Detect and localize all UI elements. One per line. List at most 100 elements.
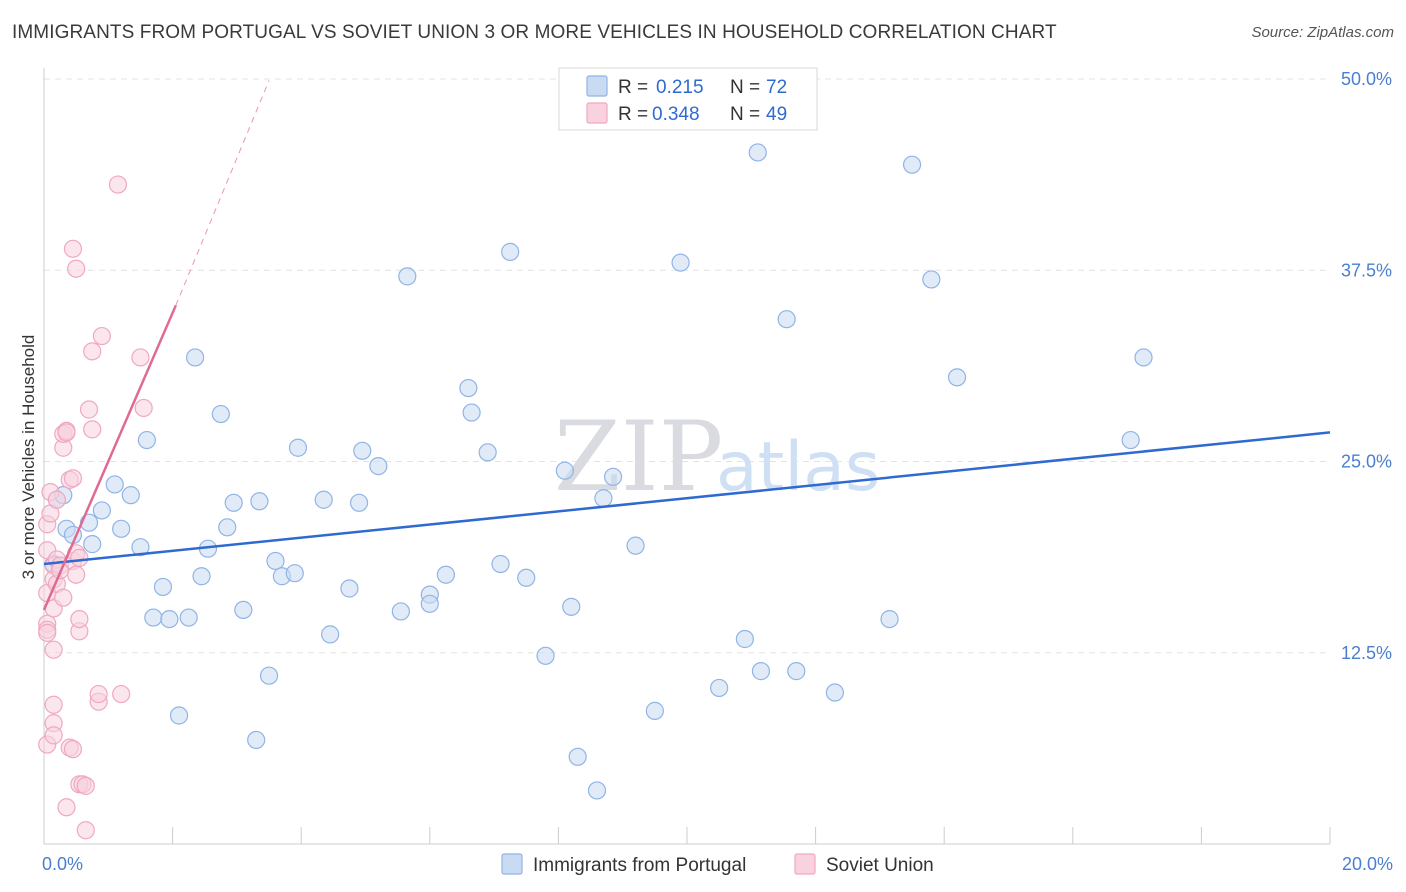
point-portugal (112, 519, 131, 538)
point-soviet (44, 640, 63, 659)
point-portugal (735, 629, 754, 649)
bottom-legend: Immigrants from Portugal Soviet Union (501, 853, 934, 876)
point-soviet (83, 420, 102, 439)
point-soviet (63, 740, 83, 759)
point-portugal (321, 625, 340, 644)
y-tick-label: 12.5% (1341, 643, 1392, 663)
point-soviet (47, 490, 66, 509)
point-portugal (131, 538, 150, 557)
point-portugal (436, 565, 455, 584)
bottom-legend-swatch-soviet (794, 853, 816, 875)
point-soviet (70, 548, 89, 567)
point-portugal (748, 143, 767, 162)
point-soviet (63, 239, 83, 258)
legend-n-value-soviet: 49 (766, 104, 787, 125)
point-soviet (83, 342, 102, 361)
point-portugal (369, 456, 388, 476)
point-portugal (83, 535, 102, 554)
point-portugal (224, 493, 243, 512)
bottom-legend-label-soviet: Soviet Union (826, 855, 934, 876)
point-soviet (134, 398, 153, 418)
point-portugal (211, 404, 230, 424)
point-portugal (1121, 430, 1140, 450)
point-soviet (38, 623, 57, 642)
point-portugal (398, 267, 417, 286)
point-portugal (340, 579, 359, 598)
y-axis-title: 3 or more Vehicles in Household (19, 335, 38, 580)
source-credit: Source: ZipAtlas.com (1251, 24, 1394, 41)
point-portugal (536, 646, 555, 665)
y-tick-labels: 12.5% 25.0% 37.5% 50.0% (1341, 69, 1392, 663)
point-portugal (902, 155, 922, 174)
point-soviet (67, 259, 86, 278)
point-portugal (179, 608, 198, 627)
axes (43, 68, 1331, 845)
point-portugal (922, 270, 941, 289)
point-soviet (79, 400, 99, 419)
point-soviet (70, 609, 89, 629)
point-portugal (153, 577, 173, 597)
point-portugal (462, 403, 481, 422)
legend-n-label-portugal: N = (730, 77, 760, 98)
point-portugal (160, 609, 179, 629)
point-portugal (626, 536, 645, 555)
point-portugal (105, 475, 124, 494)
bottom-legend-swatch-portugal (501, 853, 523, 875)
point-portugal (517, 568, 536, 587)
point-portugal (266, 551, 285, 571)
point-portugal (1134, 348, 1153, 367)
legend-n-value-portugal: 72 (766, 77, 787, 98)
point-portugal (218, 518, 237, 537)
trend-line-soviet-extension (175, 80, 270, 306)
watermark: ZIP atlas (554, 401, 880, 513)
point-portugal (353, 441, 372, 460)
watermark-zip: ZIP (554, 401, 723, 513)
point-portugal (121, 486, 140, 505)
point-portugal (751, 662, 771, 681)
point-portugal (192, 567, 211, 586)
x-tick-label: 0.0% (42, 854, 83, 874)
point-portugal (288, 438, 308, 457)
point-portugal (880, 609, 899, 629)
point-portugal (250, 492, 269, 511)
point-portugal (420, 594, 439, 613)
legend-swatch-portugal (586, 75, 608, 97)
point-portugal (349, 493, 369, 512)
point-portugal (671, 253, 690, 272)
point-portugal (92, 501, 111, 520)
point-soviet (44, 726, 63, 745)
watermark-atlas: atlas (716, 428, 880, 507)
chart-title: IMMIGRANTS FROM PORTUGAL VS SOVIET UNION… (12, 22, 1057, 43)
point-portugal (285, 564, 304, 583)
grid-lines (44, 78, 1330, 654)
point-portugal (555, 461, 574, 480)
legend-swatch-soviet (586, 102, 608, 124)
y-tick-label: 50.0% (1341, 69, 1392, 89)
point-soviet (67, 565, 86, 584)
x-tick-label: 20.0% (1342, 854, 1393, 874)
point-portugal (491, 554, 510, 574)
point-portugal (459, 378, 478, 398)
point-portugal (391, 602, 410, 621)
point-portugal (603, 467, 623, 486)
point-portugal (947, 368, 967, 387)
point-portugal (501, 242, 520, 261)
point-portugal (314, 490, 333, 509)
legend-r-value-portugal: 0.215 (656, 77, 704, 98)
point-soviet (44, 695, 63, 714)
y-tick-label: 25.0% (1341, 452, 1392, 472)
trend-line-soviet (42, 304, 177, 611)
point-portugal (169, 706, 189, 725)
point-portugal (562, 597, 581, 616)
point-portugal (247, 730, 266, 750)
legend-r-value-soviet: 0.348 (652, 104, 700, 125)
point-soviet (54, 588, 73, 607)
point-portugal (478, 443, 497, 462)
point-portugal (787, 662, 806, 681)
point-portugal (234, 600, 253, 620)
y-tick-label: 37.5% (1341, 260, 1392, 280)
trend-line-portugal (43, 431, 1331, 566)
point-soviet (76, 821, 95, 840)
trend-lines (42, 80, 1331, 611)
